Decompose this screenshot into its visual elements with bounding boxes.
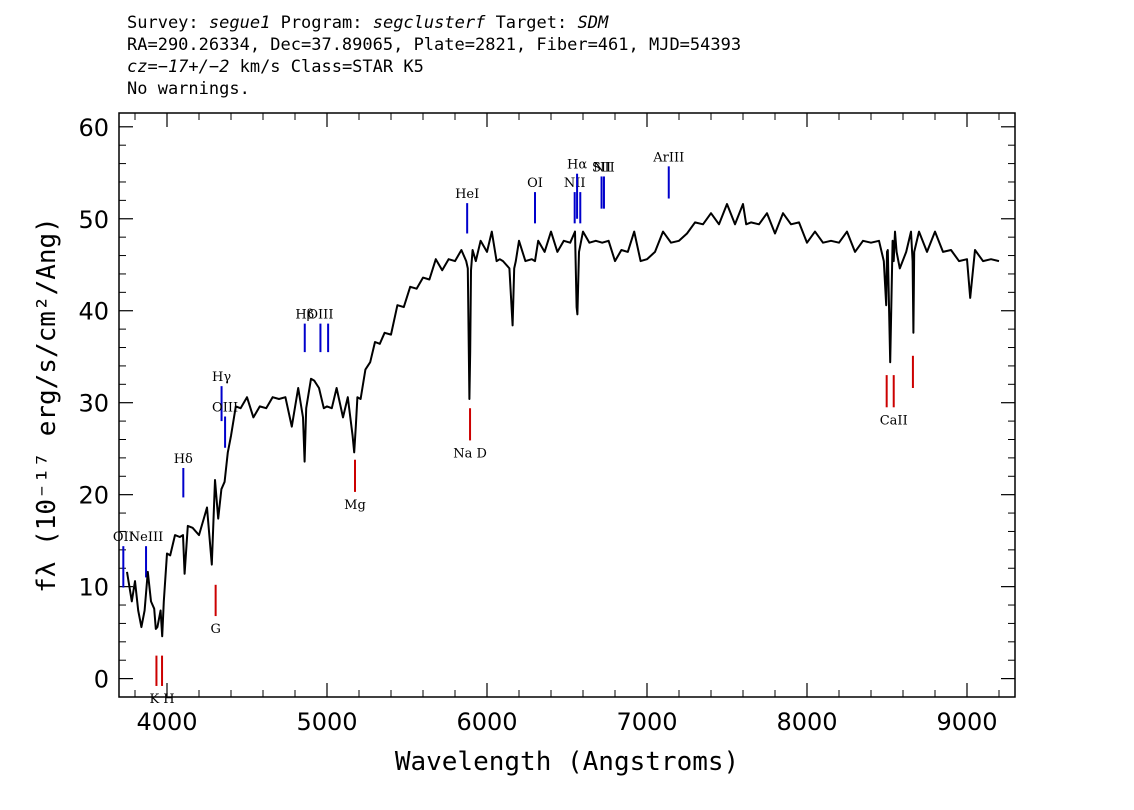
target-label: Target:	[495, 13, 568, 33]
y-tick-label: 50	[78, 206, 109, 234]
y-axis-title: fλ (10⁻¹⁷ erg/s/cm²/Ang)	[32, 217, 62, 593]
emission-line-label: NII	[593, 160, 615, 175]
y-tick-labels: 0 10 20 30 40 50 60	[78, 114, 109, 694]
absorption-line-label: K H	[149, 692, 174, 707]
absorption-line-label: Na D	[453, 446, 487, 461]
program-value: segclusterf	[372, 13, 486, 33]
emission-line-label: OIII	[212, 400, 238, 415]
x-axis-title: Wavelength (Angstroms)	[395, 747, 739, 777]
x-tick-labels: 4000 5000 6000 7000 8000 9000	[136, 708, 997, 736]
emission-line-label: OIII	[307, 308, 333, 323]
y-tick-label: 40	[78, 298, 109, 326]
absorption-line-label: Mg	[344, 498, 366, 513]
header-line-warnings: No warnings.	[127, 79, 250, 99]
emission-line-label: SII	[592, 160, 611, 175]
spectrum-header: Survey: segue1 Program: segclusterf Targ…	[127, 12, 741, 100]
cz-value: cz=−17+/−2	[127, 57, 230, 77]
x-tick-label: 4000	[136, 708, 197, 736]
emission-line-label: OI	[527, 176, 543, 191]
program-label: Program:	[280, 13, 363, 33]
x-tick-label: 9000	[936, 708, 997, 736]
y-tick-label: 60	[78, 114, 109, 142]
x-tick-label: 5000	[296, 708, 357, 736]
plot-frame	[118, 112, 1016, 698]
header-line-redshift: cz=−17+/−2 km/s Class=STAR K5	[127, 56, 741, 78]
emission-line-label: OII	[113, 530, 134, 545]
emission-line-label: Hγ	[212, 370, 231, 385]
survey-label: Survey:	[127, 13, 199, 33]
x-tick-label: 6000	[456, 708, 517, 736]
emission-line-label: ArIII	[652, 150, 684, 165]
emission-line-label: Hδ	[174, 452, 193, 467]
emission-line-label: Hβ	[295, 308, 314, 323]
absorption-line-label: G	[210, 622, 220, 637]
emission-line-label: Hα	[567, 158, 587, 173]
class-text: km/s Class=STAR K5	[229, 57, 424, 77]
emission-line-label: NII	[564, 176, 586, 191]
y-tick-label: 30	[78, 390, 109, 418]
axis-ticks	[119, 113, 1015, 697]
x-tick-label: 8000	[776, 708, 837, 736]
target-value: SDM	[577, 13, 609, 33]
header-line-coordinates: RA=290.26334, Dec=37.89065, Plate=2821, …	[127, 35, 742, 55]
emission-line-label: NeIII	[129, 530, 163, 545]
x-tick-label: 7000	[616, 708, 677, 736]
y-tick-label: 20	[78, 482, 109, 510]
survey-value: segue1	[208, 13, 271, 33]
absorption-line-label: CaII	[880, 413, 908, 428]
header-line-survey: Survey: segue1 Program: segclusterf Targ…	[127, 12, 741, 34]
y-tick-label: 10	[78, 574, 109, 602]
y-tick-label: 0	[94, 666, 109, 694]
spectrum-series-line	[126, 203, 1000, 638]
emission-line-label: HeI	[455, 187, 479, 202]
